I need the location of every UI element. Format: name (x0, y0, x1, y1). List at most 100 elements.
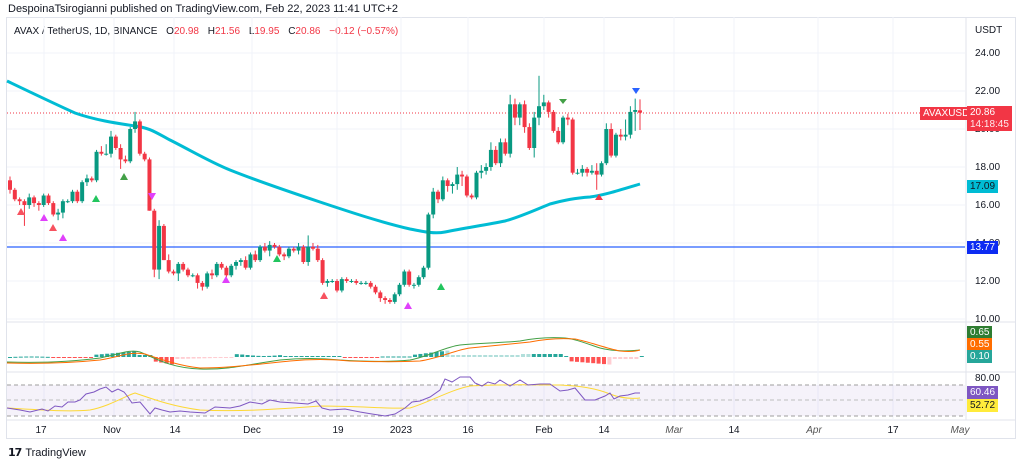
candle-body (397, 284, 402, 295)
candlesticks (8, 75, 642, 304)
candle-body (301, 246, 306, 262)
publisher-line: DespoinaTsirogianni published on Trading… (8, 3, 399, 15)
candle-body (484, 167, 489, 171)
high-label: H (207, 26, 215, 37)
macd-bar (375, 357, 380, 358)
candle-body (99, 151, 104, 154)
macd-bar (386, 356, 390, 358)
candle-body (142, 153, 147, 160)
signal-markers (17, 88, 640, 309)
signal-line (6, 338, 641, 369)
macd-bar (364, 357, 369, 358)
candle-body (32, 197, 37, 204)
candle-body (411, 284, 416, 286)
macd-bar (89, 357, 93, 358)
candle-body (27, 197, 32, 205)
svg-text:16.00: 16.00 (975, 200, 1000, 211)
candle-body (431, 191, 436, 215)
rsi-ma-value-tag: 52.72 (967, 399, 999, 412)
time-axis-label: 14 (169, 425, 181, 436)
tradingview-label: TradingView (25, 446, 86, 459)
candle-body (498, 142, 503, 164)
candle-body (209, 273, 214, 276)
time-axis-label: 2023 (389, 425, 413, 436)
time-grid (43, 17, 894, 420)
candle-body (537, 106, 542, 118)
macd-bar (315, 356, 320, 357)
candle-body (363, 282, 368, 284)
time-axis-label: Nov (103, 425, 121, 436)
change-value: −0.12 (−0.57%) (329, 26, 399, 37)
candle-body (200, 282, 205, 287)
close-label: C (288, 26, 296, 37)
time-axis-label: 14 (598, 425, 610, 436)
candle-body (368, 282, 373, 287)
macd-bar (537, 354, 542, 357)
candle-body (306, 246, 311, 262)
macd-bar (245, 355, 250, 357)
time-axis-label: 16 (462, 425, 474, 436)
candle-body (267, 244, 272, 251)
macd-bar (175, 357, 180, 359)
candle-body (585, 168, 590, 173)
macd-bar (191, 357, 196, 359)
macd-bar (202, 357, 207, 359)
candle-body (589, 170, 594, 173)
candle-body (618, 134, 623, 137)
time-axis-label: Feb (535, 425, 553, 436)
candle-body (147, 159, 152, 211)
macd-bar (305, 356, 309, 357)
candle-body (176, 263, 181, 274)
macd-bar (467, 355, 471, 357)
candle-body (527, 127, 532, 148)
macd-bar (580, 357, 585, 363)
macd-bar (591, 357, 596, 364)
macd-bar (477, 355, 482, 357)
candle-body (133, 121, 138, 129)
macd-bar (396, 356, 401, 358)
macd-bar (8, 357, 12, 358)
rsi-line (6, 376, 640, 417)
macd-bar (510, 355, 515, 357)
candle-body (373, 286, 378, 293)
macd-bar (278, 355, 282, 357)
candle-body (604, 129, 609, 164)
close-value: 20.86 (295, 26, 321, 37)
candle-body (464, 176, 469, 196)
macd-bar (321, 356, 326, 357)
candle-body (75, 191, 80, 202)
macd-bar (569, 357, 574, 362)
macd-bar (197, 357, 201, 359)
macd-bar (62, 357, 66, 358)
macd-bar (472, 355, 477, 357)
macd-bar (618, 357, 623, 359)
time-axis-label: Dec (243, 425, 261, 436)
macd-bar (229, 357, 234, 358)
macd-bar (94, 354, 99, 357)
candle-body (123, 159, 128, 162)
open-value: 20.98 (173, 26, 199, 37)
candle-body (8, 180, 12, 190)
candle-body (594, 170, 599, 175)
macd-bar (29, 356, 34, 358)
candle-body (354, 281, 359, 283)
macd-bar (342, 357, 347, 358)
candle-body (70, 191, 75, 202)
candle-body (185, 269, 190, 276)
macd-bar (526, 354, 531, 357)
candle-body (436, 191, 441, 200)
macd-bar (456, 355, 461, 357)
macd-bar (180, 357, 185, 359)
tradingview-branding[interactable]: 𝟭𝟳 TradingView (8, 446, 86, 460)
svg-text:12.00: 12.00 (975, 276, 1000, 287)
candle-body (344, 279, 349, 281)
candle-body (224, 267, 229, 276)
macd-bar (272, 355, 277, 357)
candle-body (575, 172, 580, 174)
time-axis-label: Mar (665, 425, 683, 436)
macd-value-tag: 0.65 (967, 326, 993, 339)
macd-bar (553, 354, 558, 357)
candle-body (104, 153, 109, 155)
macd-bar (45, 356, 50, 358)
